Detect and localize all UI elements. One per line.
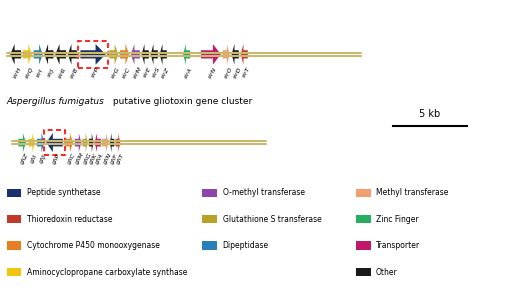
Text: sirA: sirA (184, 66, 194, 79)
Text: sirB: sirB (69, 66, 80, 79)
FancyArrow shape (120, 44, 129, 65)
FancyArrow shape (183, 44, 190, 65)
FancyArrow shape (115, 133, 120, 152)
Text: Glutathione S transferase: Glutathione S transferase (222, 215, 321, 224)
Text: gliZ: gliZ (19, 152, 29, 165)
FancyArrow shape (95, 133, 101, 152)
Text: sirG: sirG (111, 66, 121, 79)
FancyArrow shape (65, 133, 73, 152)
Text: gliN: gliN (102, 152, 113, 165)
FancyArrow shape (222, 44, 230, 65)
Text: Methyl transferase: Methyl transferase (376, 188, 448, 197)
Text: gliJ: gliJ (38, 153, 47, 164)
Text: gliT: gliT (115, 152, 125, 165)
Text: Cytochrome P450 monooxygenase: Cytochrome P450 monooxygenase (27, 241, 160, 250)
Text: gliC: gliC (66, 152, 77, 165)
FancyArrow shape (75, 133, 81, 152)
Text: gliI: gliI (29, 153, 38, 164)
FancyArrow shape (80, 44, 106, 65)
Bar (356, 215, 371, 223)
Text: Thioredoxin reductase: Thioredoxin reductase (27, 215, 112, 224)
Text: sirQ: sirQ (24, 66, 35, 79)
FancyArrow shape (10, 44, 21, 65)
FancyArrow shape (240, 44, 248, 65)
Bar (203, 215, 217, 223)
FancyArrow shape (131, 44, 140, 65)
Text: sirO: sirO (223, 66, 234, 79)
Text: sirC: sirC (121, 66, 132, 79)
Text: gliK: gliK (88, 152, 98, 165)
Text: sirD: sirD (232, 66, 243, 79)
FancyArrow shape (110, 133, 114, 152)
FancyArrow shape (109, 44, 118, 65)
Text: gliP: gliP (52, 152, 62, 165)
Text: sirS: sirS (151, 67, 162, 79)
FancyArrow shape (37, 133, 45, 152)
Text: sirN: sirN (208, 66, 218, 79)
Text: sirR: sirR (57, 66, 68, 79)
Text: Dipeptidase: Dipeptidase (222, 241, 269, 250)
Text: gliA: gliA (95, 152, 105, 165)
Text: Transporter: Transporter (376, 241, 420, 250)
Text: putative gliotoxin gene cluster: putative gliotoxin gene cluster (110, 97, 252, 106)
Text: Aminocyclopropane carboxylate synthase: Aminocyclopropane carboxylate synthase (27, 268, 187, 277)
FancyArrow shape (46, 133, 63, 152)
FancyArrow shape (231, 44, 239, 65)
Text: sirT: sirT (242, 67, 252, 79)
Bar (356, 241, 371, 250)
Text: sirI: sirI (36, 67, 45, 78)
Bar (44, 130, 65, 155)
Bar (7, 268, 21, 276)
Text: Aspergillus fumigatus: Aspergillus fumigatus (7, 97, 105, 106)
Text: sirH: sirH (13, 66, 23, 79)
FancyArrow shape (29, 133, 35, 152)
Bar (7, 189, 21, 197)
Text: sirE: sirE (143, 67, 153, 79)
Bar (356, 268, 371, 276)
FancyArrow shape (142, 44, 149, 65)
FancyArrow shape (201, 44, 221, 65)
Text: gliM: gliM (75, 152, 86, 165)
Bar (356, 189, 371, 197)
Text: sirZ: sirZ (160, 66, 171, 79)
FancyArrow shape (34, 44, 43, 65)
Text: O-methyl transferase: O-methyl transferase (222, 188, 305, 197)
FancyArrow shape (82, 133, 88, 152)
FancyArrow shape (45, 44, 53, 65)
FancyArrow shape (68, 44, 77, 65)
Bar (203, 189, 217, 197)
Text: gliF: gliF (109, 152, 119, 165)
Text: Other: Other (376, 268, 398, 277)
Text: gliG: gliG (82, 152, 93, 165)
Text: sirJ: sirJ (47, 67, 56, 78)
Text: sirP: sirP (90, 67, 100, 79)
FancyArrow shape (89, 133, 94, 152)
Text: Peptide synthetase: Peptide synthetase (27, 188, 101, 197)
Text: 5 kb: 5 kb (419, 109, 440, 119)
Bar (7, 241, 21, 250)
FancyArrow shape (23, 44, 32, 65)
FancyArrow shape (18, 133, 26, 152)
Text: Zinc Finger: Zinc Finger (376, 215, 419, 224)
Text: sirM: sirM (132, 66, 143, 80)
FancyArrow shape (102, 133, 109, 152)
FancyArrow shape (151, 44, 158, 65)
FancyArrow shape (160, 44, 167, 65)
Bar (203, 241, 217, 250)
Bar (7, 215, 21, 223)
FancyArrow shape (55, 44, 66, 65)
Bar (78, 41, 109, 68)
